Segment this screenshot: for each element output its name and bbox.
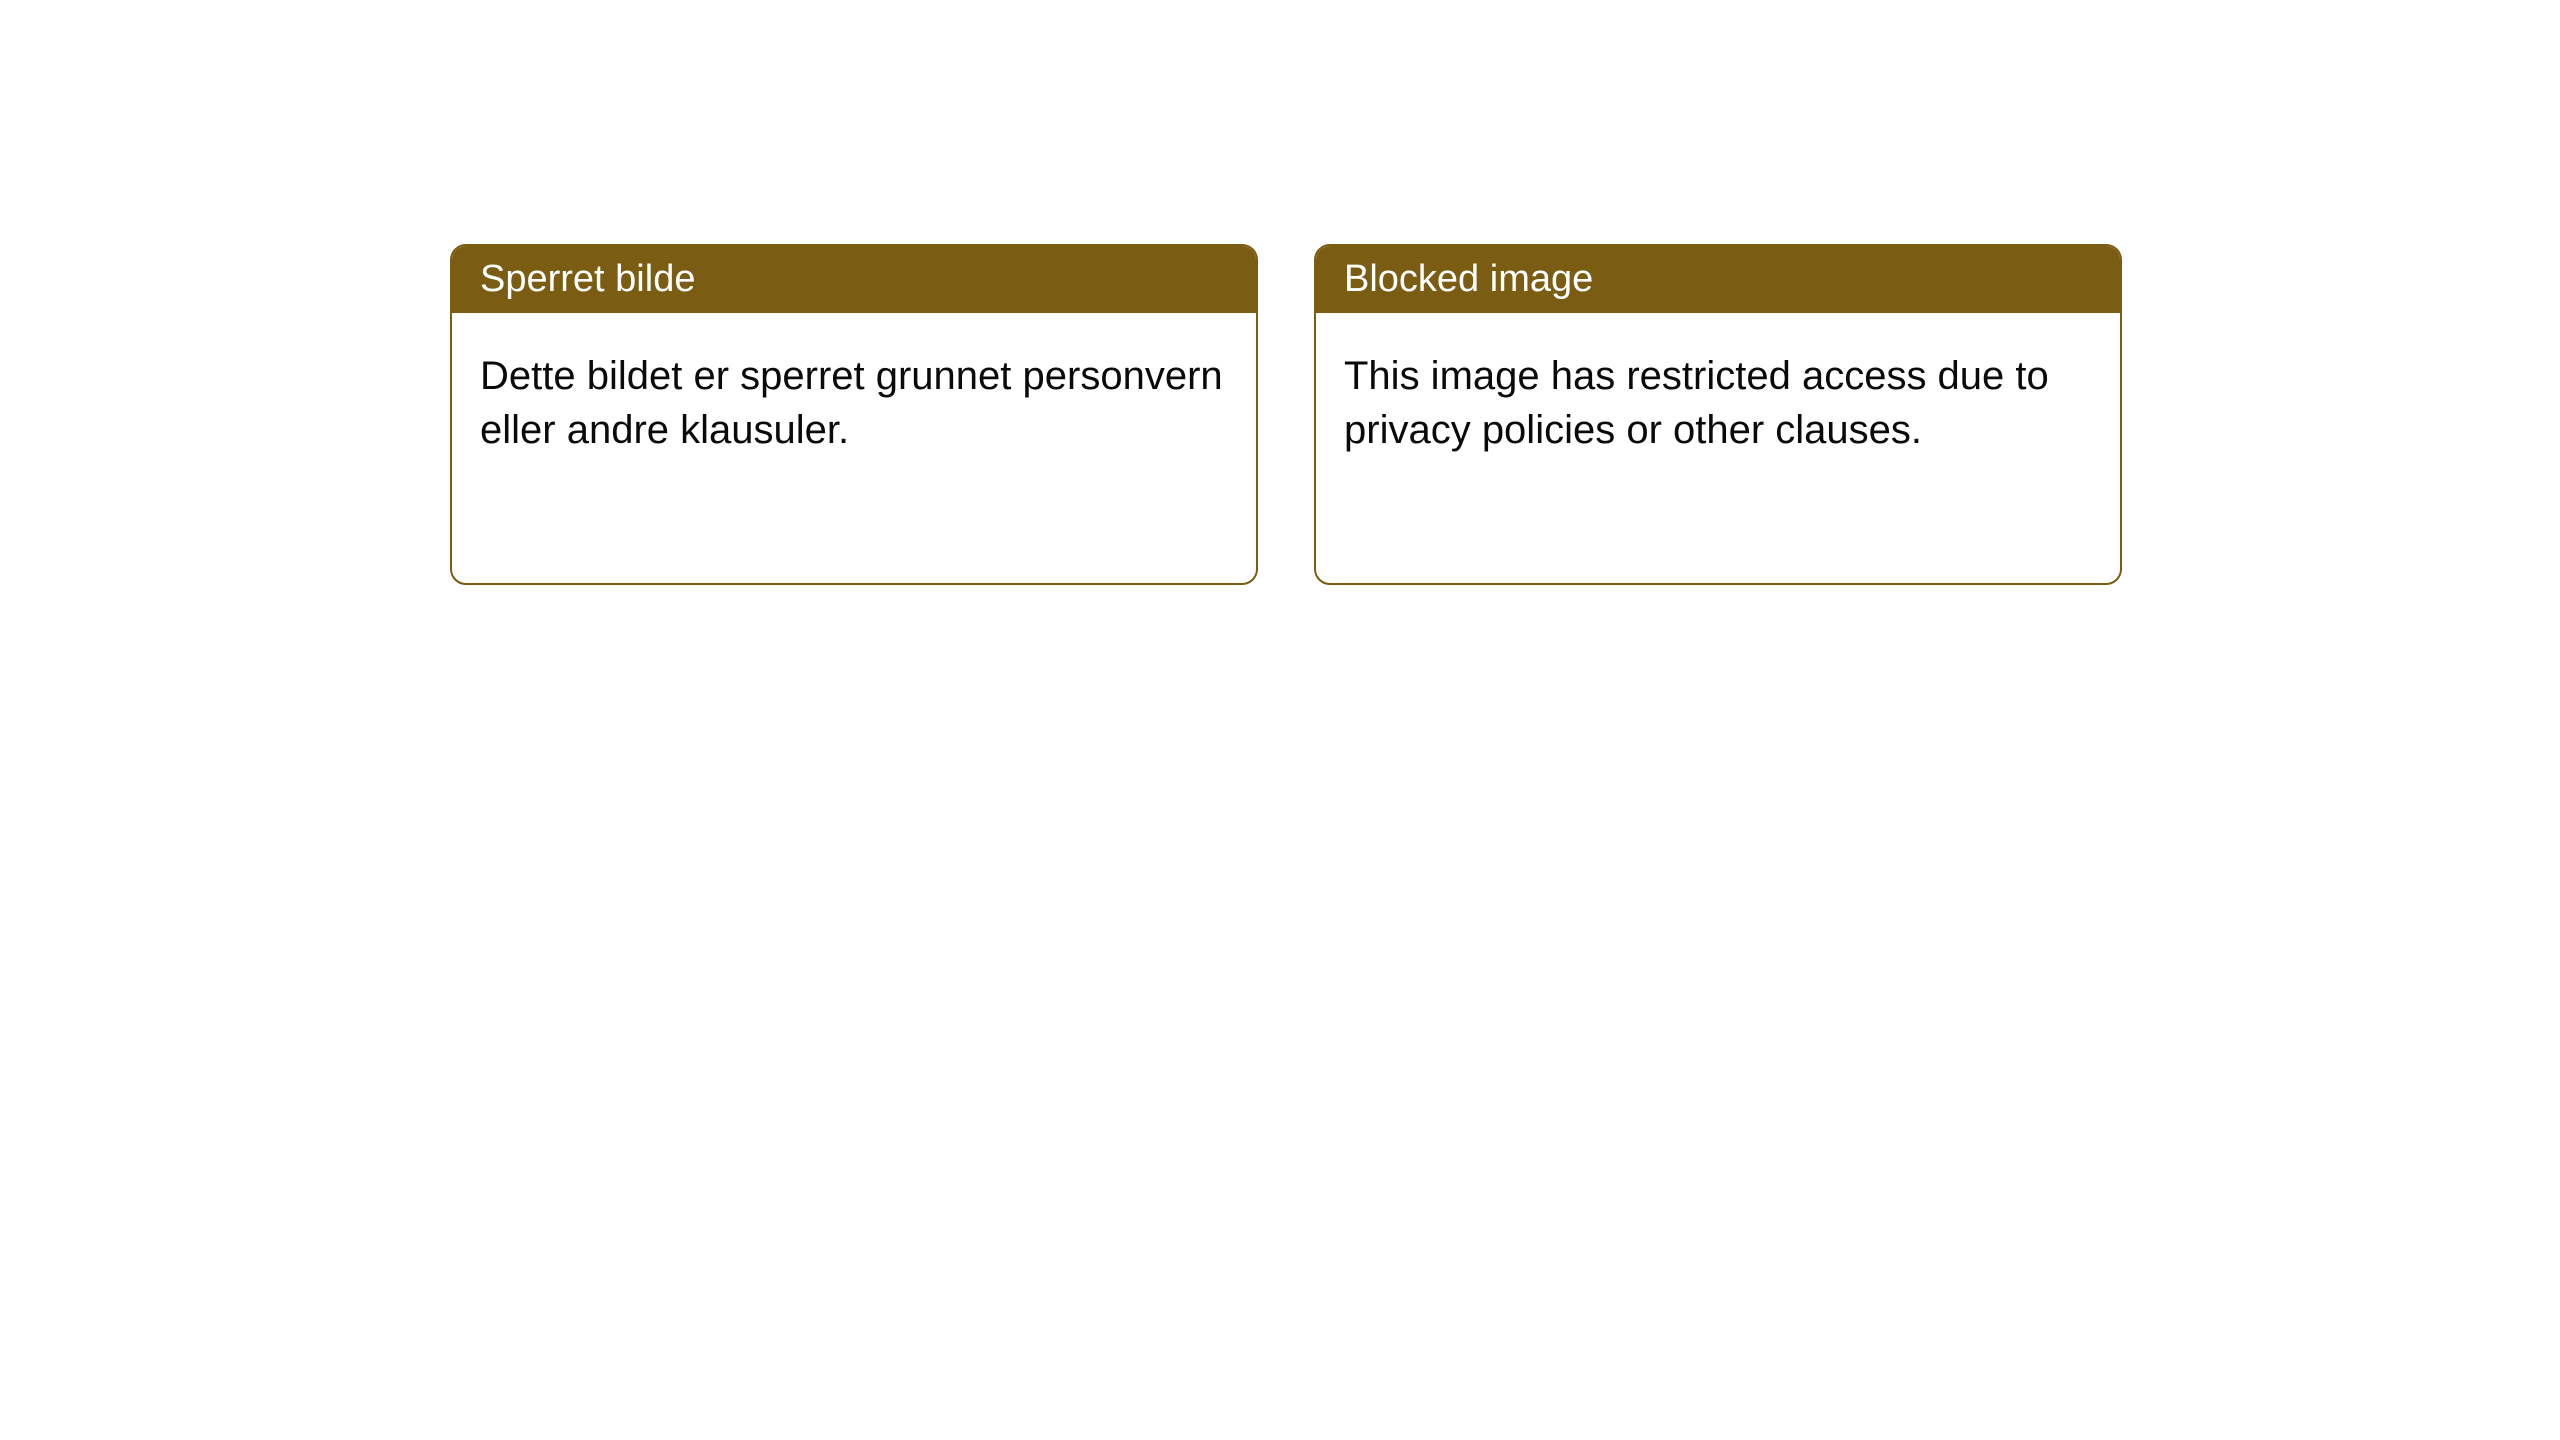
card-body-english: This image has restricted access due to … bbox=[1316, 313, 2120, 583]
card-body-norwegian: Dette bildet er sperret grunnet personve… bbox=[452, 313, 1256, 583]
card-header-english: Blocked image bbox=[1316, 246, 2120, 313]
card-header-norwegian: Sperret bilde bbox=[452, 246, 1256, 313]
blocked-image-card-norwegian: Sperret bilde Dette bildet er sperret gr… bbox=[450, 244, 1258, 585]
blocked-image-notice-container: Sperret bilde Dette bildet er sperret gr… bbox=[450, 244, 2122, 585]
blocked-image-card-english: Blocked image This image has restricted … bbox=[1314, 244, 2122, 585]
